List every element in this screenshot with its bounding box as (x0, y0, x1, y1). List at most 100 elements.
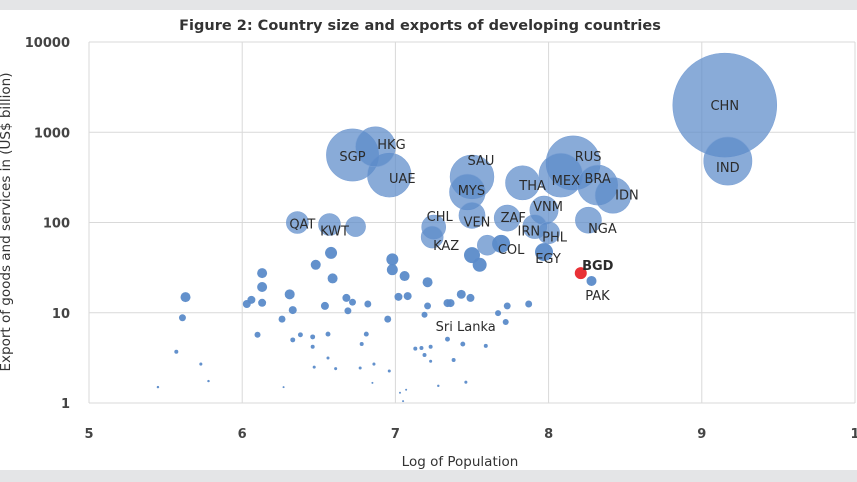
point-label: PHL (542, 231, 568, 246)
point-label: IRN (518, 225, 541, 240)
bubble (413, 346, 418, 351)
point-label: MYS (458, 184, 485, 199)
bubble (429, 359, 433, 363)
bubble (460, 341, 466, 347)
bubble (364, 300, 372, 308)
bubble (349, 298, 356, 306)
point-label: RUS (575, 150, 602, 165)
point-label: IND (716, 161, 740, 176)
point-label: MEX (552, 174, 580, 189)
point-label: HKG (377, 138, 405, 153)
bubble-egy (535, 243, 554, 262)
bubble (326, 356, 330, 360)
bubble-idn (594, 177, 632, 214)
bubble (371, 381, 374, 384)
point-label: EGY (535, 252, 561, 267)
bubble (422, 353, 427, 358)
bubble (451, 357, 456, 362)
bubble-pak (586, 275, 597, 286)
bubble (466, 293, 475, 302)
bubble (445, 336, 450, 342)
bubble-sri-lanka (502, 318, 509, 325)
bubble-kaz (420, 225, 444, 249)
chart-frame: 5 6 7 8 9 1 1 10 100 1000 10000 CHN IND RUS SGP HKG UAE… (0, 10, 857, 470)
bubble-zaf (493, 204, 521, 232)
bubble-chart: 5 6 7 8 9 1 1 10 100 1000 10000 CHN IND RUS SGP HKG UAE… (0, 18, 857, 470)
y-axis-label: Export of goods and services in (US$ bil… (0, 73, 14, 372)
point-label: NGA (588, 222, 617, 237)
bubble (424, 302, 432, 310)
x-tick-label: 7 (391, 427, 400, 442)
point-label: IDN (615, 188, 639, 203)
bubble (174, 349, 179, 354)
bubble (320, 301, 329, 310)
bubble (327, 273, 338, 284)
bubble (359, 342, 364, 347)
bubble-nga (575, 206, 602, 234)
point-label: SAU (468, 154, 495, 169)
bubble (325, 246, 338, 259)
point-label: ZAF (501, 211, 526, 226)
y-tick-label: 100 (43, 217, 70, 232)
bubble-ind (703, 136, 753, 186)
bubble (310, 344, 315, 349)
x-tick-label: 6 (238, 427, 247, 442)
point-label: BGD (582, 259, 614, 274)
bubble (334, 367, 338, 371)
y-tick-label: 10000 (25, 36, 70, 51)
bubble (344, 307, 352, 315)
y-tick-label: 1000 (34, 126, 70, 141)
bubble (403, 292, 412, 301)
bubble (288, 306, 297, 315)
bubble (310, 334, 316, 340)
bubble (178, 314, 186, 322)
bubble (312, 365, 316, 369)
point-label: VEN (464, 215, 491, 230)
point-labels: CHN IND RUS SGP HKG UAE SAU MEX BRA MYS IDN THA VNM Z… (289, 99, 739, 335)
x-tick-label: 5 (84, 427, 93, 442)
x-axis-label: Log of Population (402, 454, 519, 470)
point-label: KAZ (433, 239, 459, 254)
bubble (428, 344, 433, 349)
x-tick-label: 1 (850, 427, 857, 442)
bubble (358, 366, 362, 370)
point-label: PAK (585, 289, 610, 304)
chart-title: Figure 2: Country size and exports of de… (179, 18, 661, 34)
bubble (342, 293, 351, 302)
x-tick-label: 9 (697, 427, 706, 442)
bubble (464, 380, 468, 384)
point-label: VNM (533, 200, 563, 215)
bubble-ven (458, 202, 486, 229)
point-label: CHL (427, 210, 454, 225)
bubble (398, 391, 401, 394)
bubble-col (492, 234, 511, 253)
bubble (405, 388, 408, 391)
bubble (254, 331, 261, 338)
bubble (207, 379, 210, 383)
point-label: Sri Lanka (436, 320, 496, 335)
point-label: SGP (339, 150, 365, 165)
point-label: KWT (320, 225, 349, 240)
point-label: CHN (710, 99, 739, 114)
bubble (282, 386, 285, 389)
bubble-bgd (574, 267, 587, 280)
x-tick-label: 8 (544, 427, 553, 442)
bubble-hkg (355, 126, 396, 168)
bubble (325, 331, 331, 337)
bubble (258, 298, 267, 307)
bubbles (156, 52, 778, 403)
bubble (297, 332, 303, 338)
bubble (495, 310, 502, 317)
bubble (446, 299, 455, 308)
point-label: COL (498, 243, 525, 258)
bubble (419, 345, 424, 350)
bubble (422, 277, 433, 288)
point-label: QAT (289, 218, 315, 233)
bubble (363, 331, 369, 337)
y-tick-label: 10 (52, 307, 70, 322)
bubble (257, 268, 268, 279)
bubble (472, 257, 487, 272)
bubble-kwt (318, 213, 341, 236)
bubble (156, 385, 160, 389)
bubble (421, 311, 428, 318)
